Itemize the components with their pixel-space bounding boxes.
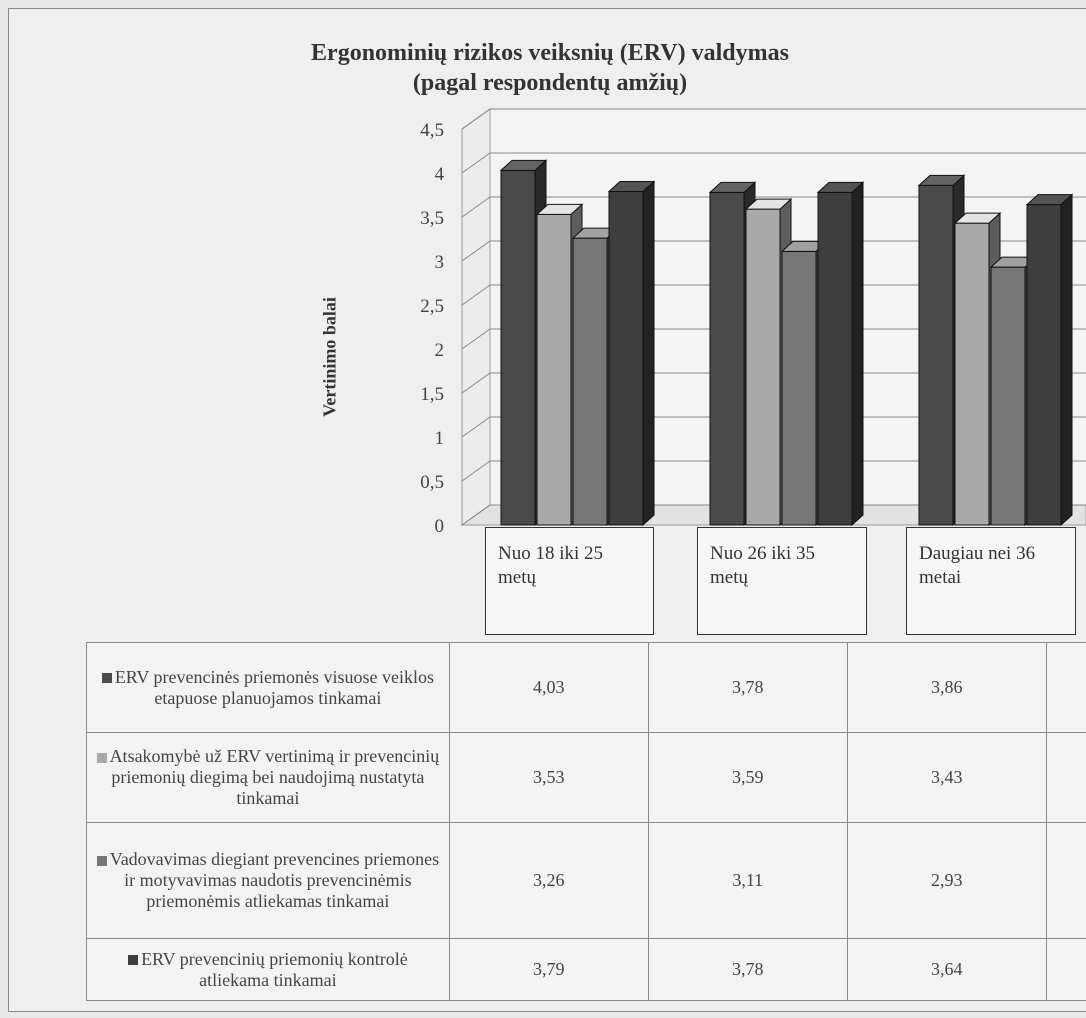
chart-title-line-2: (pagal respondentų amžių) — [412, 70, 688, 96]
y-tick-label: 4,5 — [420, 120, 444, 141]
bar-chart-plot: 0 0,5 1 1,5 2 2,5 3 3,5 4 4,5 — [420, 108, 1086, 537]
data-value-cell: 3,86 — [846, 642, 1047, 733]
category-label: Daugiau nei 36 metai — [906, 527, 1076, 635]
bar — [990, 266, 1026, 526]
data-value-cell: 3,59 — [647, 732, 848, 823]
y-tick-label: 3 — [435, 252, 445, 273]
bar — [781, 250, 817, 526]
table-row: Vadovavimas diegiant prevencines priemon… — [86, 822, 1086, 939]
data-value-cell: 3,43 — [846, 732, 1047, 823]
data-value-cell: 3,79 — [448, 938, 649, 1001]
legend-entry: ERV prevencinės priemonės visuose veiklo… — [86, 642, 450, 733]
bar-top — [917, 174, 966, 186]
y-tick-label: 2,5 — [420, 296, 444, 317]
bar — [918, 184, 954, 526]
bar-top — [816, 181, 865, 193]
bar-top — [535, 203, 584, 215]
bar-top — [1025, 194, 1074, 206]
y-tick-label: 1,5 — [420, 384, 444, 405]
bar-top — [499, 159, 548, 171]
plot-side-wall — [461, 108, 491, 526]
data-value-cell: 4,03 — [448, 642, 649, 733]
gridline-diagonal — [461, 196, 491, 218]
data-value-cell: 3,26 — [448, 822, 649, 939]
bar — [608, 190, 644, 526]
y-tick-label: 3,5 — [420, 208, 444, 229]
table-row: Atsakomybė už ERV vertinimą ir prevencin… — [86, 732, 1086, 823]
y-tick-label: 4 — [435, 164, 445, 185]
data-value-cell: 3,78 — [647, 642, 848, 733]
data-value-cell: 3,78 — [647, 938, 848, 1001]
gridline-diagonal — [461, 328, 491, 350]
gridline-diagonal — [461, 240, 491, 262]
bar — [817, 191, 853, 526]
y-tick-label: 1 — [435, 428, 445, 449]
table-row: ERV prevencinės priemonės visuose veiklo… — [86, 642, 1086, 733]
data-value-cell: 2,93 — [846, 822, 1047, 939]
bar — [709, 191, 745, 526]
gridline-diagonal — [461, 152, 491, 174]
legend-entry: ERV prevencinių priemonių kontrolė atlie… — [86, 938, 450, 1001]
gridline-diagonal — [461, 284, 491, 306]
legend-label: Atsakomybė už ERV vertinimą ir prevencin… — [109, 746, 440, 808]
bar — [745, 208, 781, 526]
legend-label: Vadovavimas diegiant prevencines priemon… — [109, 849, 440, 911]
chart-title-line-1: Ergonominių rizikos veiksnių (ERV) valdy… — [311, 40, 789, 66]
legend-label: ERV prevencinės priemonės visuose veiklo… — [114, 666, 434, 708]
y-tick-label: 2 — [435, 340, 445, 361]
bar-side — [851, 181, 864, 527]
bar-side — [642, 180, 655, 527]
bar-top — [607, 180, 656, 192]
legend-swatch — [101, 673, 112, 684]
y-tick-label: 0 — [435, 516, 445, 537]
bar — [536, 213, 572, 526]
gridline-diagonal — [461, 416, 491, 438]
table-cell-clipped — [1045, 642, 1086, 733]
table-cell-clipped — [1045, 938, 1086, 1001]
bar-top — [953, 212, 1002, 224]
data-value-cell: 3,64 — [846, 938, 1047, 1001]
bar-top — [744, 198, 793, 210]
table-cell-clipped — [1045, 822, 1086, 939]
bar-top — [708, 181, 757, 193]
data-value-cell: 3,11 — [647, 822, 848, 939]
y-tick-label: 0,5 — [420, 472, 444, 493]
bar-side — [1060, 193, 1073, 527]
legend-swatch — [96, 752, 107, 763]
gridline-diagonal — [461, 108, 491, 130]
bar — [1026, 204, 1062, 526]
bar — [500, 169, 536, 526]
data-table: ERV prevencinės priemonės visuose veiklo… — [86, 642, 1086, 1001]
legend-label: ERV prevencinių priemonių kontrolė atlie… — [141, 948, 408, 990]
data-value-cell: 3,53 — [448, 732, 649, 823]
category-label: Nuo 26 iki 35 metų — [697, 527, 867, 635]
table-row: ERV prevencinių priemonių kontrolė atlie… — [86, 938, 1086, 1001]
legend-entry: Vadovavimas diegiant prevencines priemon… — [86, 822, 450, 939]
legend-swatch — [128, 955, 139, 966]
gridline-diagonal — [461, 504, 491, 526]
gridline-diagonal — [461, 372, 491, 394]
table-cell-clipped — [1045, 732, 1086, 823]
legend-entry: Atsakomybė už ERV vertinimą ir prevencin… — [86, 732, 450, 823]
gridline-diagonal — [461, 460, 491, 482]
bar — [954, 222, 990, 526]
bar — [572, 237, 608, 526]
legend-swatch — [96, 855, 107, 866]
category-label: Nuo 18 iki 25 metų — [485, 527, 654, 635]
chart-title: Ergonominių rizikos veiksnių (ERV) valdy… — [200, 38, 900, 98]
